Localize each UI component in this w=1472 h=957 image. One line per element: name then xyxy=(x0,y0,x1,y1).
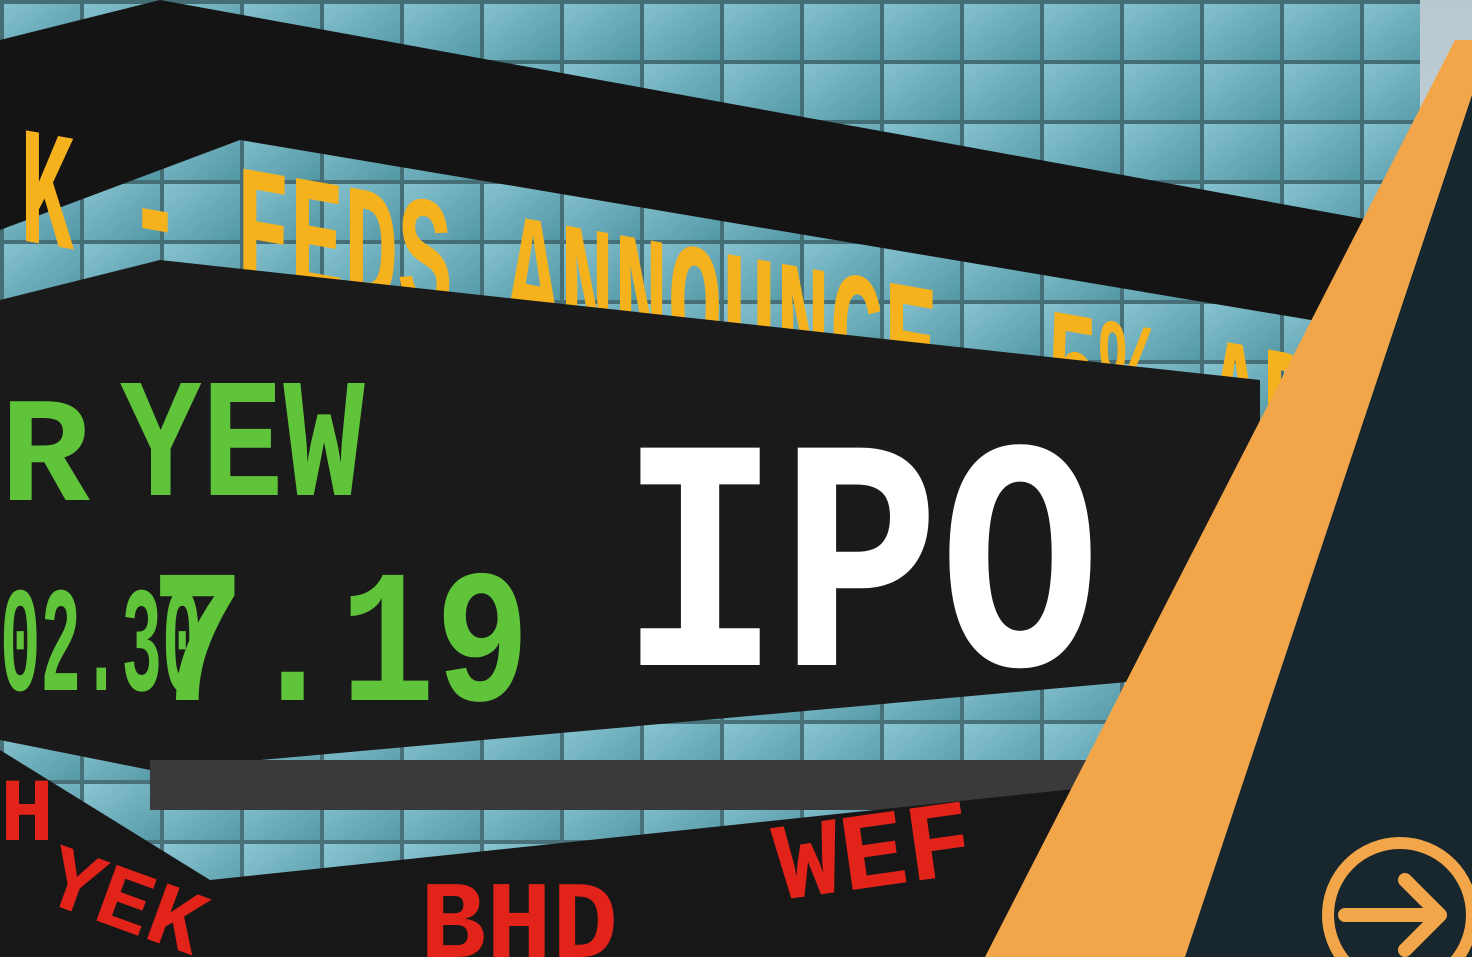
ticker-item: R xyxy=(0,376,90,546)
ticker-item: H xyxy=(0,766,54,868)
ticker-item: BHD xyxy=(420,866,618,957)
ticker-ipo: IPO xyxy=(620,391,1100,765)
banner: K - FEDS ANNOUNCE .5% ADJUSTMEN R YEW 02… xyxy=(0,0,1472,957)
ticker-item: YEW xyxy=(120,355,365,547)
ticker-item: 7.19 xyxy=(150,543,530,758)
page: K - FEDS ANNOUNCE .5% ADJUSTMEN R YEW 02… xyxy=(0,0,1472,957)
